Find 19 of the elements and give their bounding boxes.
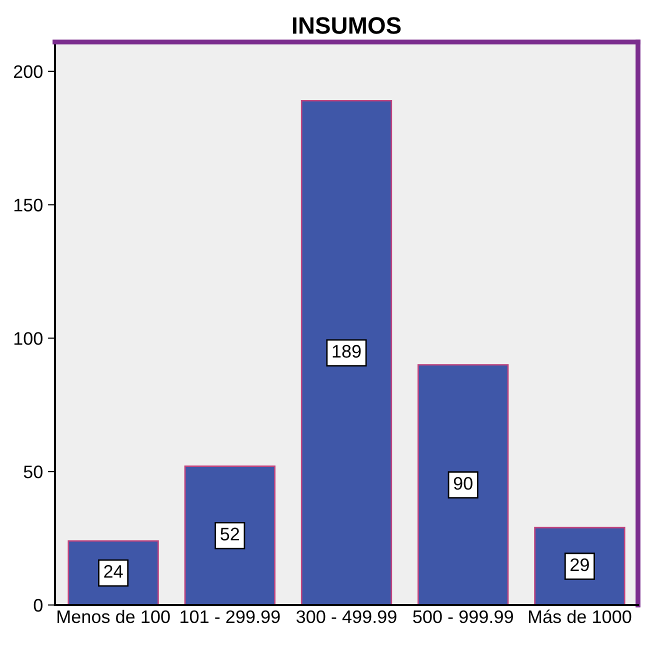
x-tick-label: 500 - 999.99 (413, 610, 513, 624)
y-tick-label: 100 (14, 332, 42, 345)
data-label: 29 (570, 558, 589, 572)
data-label: 24 (104, 565, 123, 578)
data-label: 189 (332, 344, 361, 358)
y-tick-label: 50 (24, 466, 42, 478)
chart-title: INSUMOS (292, 17, 401, 34)
y-tick-label: 150 (14, 198, 42, 212)
bar (418, 364, 509, 605)
bar (184, 466, 276, 605)
data-label: 52 (220, 528, 240, 540)
x-tick-label: 300 - 499.99 (296, 610, 396, 624)
x-tick-label: Más de 1000 (528, 610, 632, 624)
bar (300, 100, 392, 605)
x-tick-label: 101 - 299.99 (180, 610, 280, 624)
x-tick-label: Menos de 100 (58, 610, 170, 624)
y-tick-label: 0 (34, 598, 42, 612)
y-tick-label: 200 (14, 65, 42, 78)
data-label: 90 (454, 476, 472, 490)
